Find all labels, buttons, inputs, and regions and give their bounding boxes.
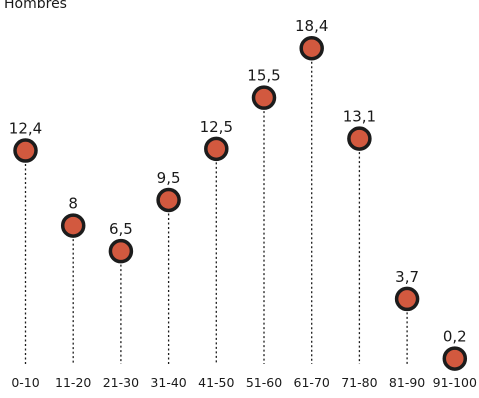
chart-marks: 12,4 0-10 8 11-20 6,5 21-30 9,5 31-40 12,5 41-50 1… <box>9 17 477 390</box>
data-point <box>108 238 134 264</box>
data-label: 12,4 <box>9 120 42 138</box>
data-point <box>156 187 181 213</box>
data-label: 13,1 <box>343 108 376 126</box>
x-tick-label: 61-70 <box>294 375 330 390</box>
x-tick-label: 31-40 <box>150 375 186 390</box>
data-point <box>442 346 468 371</box>
data-label: 9,5 <box>157 169 181 187</box>
data-label: 15,5 <box>247 67 280 85</box>
data-label: 8 <box>68 195 78 213</box>
data-point <box>60 213 86 238</box>
x-tick-label: 91-100 <box>433 375 477 390</box>
data-point <box>251 85 277 110</box>
chart-title: Hombres <box>4 0 67 12</box>
x-tick-label: 81-90 <box>389 375 425 390</box>
data-point <box>299 35 324 61</box>
x-tick-label: 21-30 <box>103 375 139 390</box>
data-point <box>347 126 372 151</box>
x-tick-label: 71-80 <box>341 375 377 390</box>
data-label: 12,5 <box>200 118 233 136</box>
x-tick-label: 51-60 <box>246 375 282 390</box>
data-label: 18,4 <box>295 17 328 35</box>
data-label: 6,5 <box>109 220 133 238</box>
x-tick-label: 0-10 <box>11 375 39 390</box>
data-point <box>394 286 420 312</box>
data-label: 0,2 <box>443 328 467 346</box>
data-label: 3,7 <box>395 268 419 286</box>
x-tick-label: 41-50 <box>198 375 234 390</box>
data-point <box>13 138 38 163</box>
data-point <box>204 136 229 162</box>
x-tick-label: 11-20 <box>55 375 91 390</box>
